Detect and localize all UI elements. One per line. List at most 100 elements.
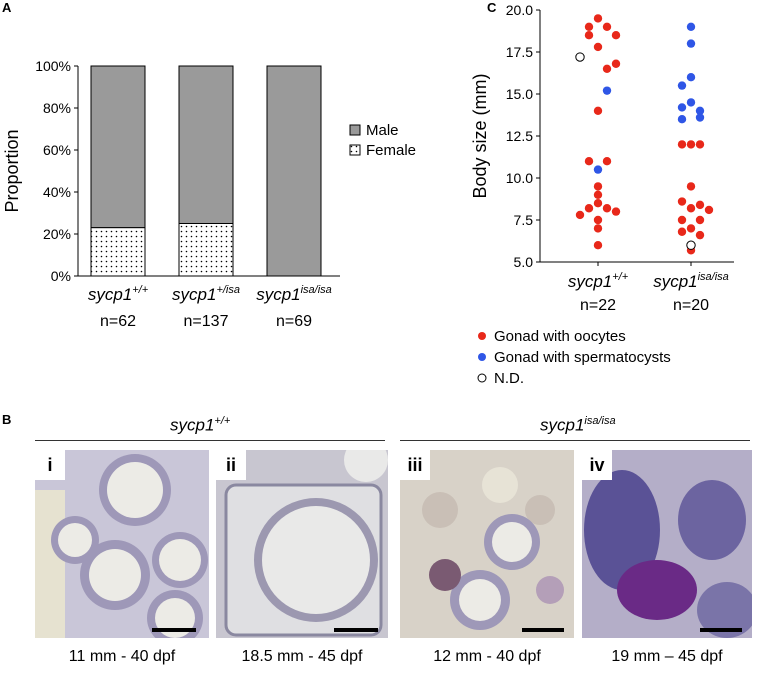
legend-marker [478,332,486,340]
y-tick-label: 60% [43,142,71,158]
y-axis-label: Proportion [2,129,22,212]
point-spermatocysts [686,22,696,31]
y-tick-label: 100% [35,58,71,74]
point-oocytes [602,22,612,31]
bar-male [178,65,234,224]
point-spermatocysts [593,165,603,174]
scale-bar [334,628,378,632]
y-tick-label: 10.0 [506,170,533,186]
sample-size-label: n=22 [580,297,616,314]
x-tick-label: sycp1+/isa [172,284,240,304]
point-oocytes [593,182,603,191]
bar-female [90,227,146,277]
y-tick-label: 20% [43,226,71,242]
point-oocytes [611,59,621,68]
point-oocytes [695,230,705,240]
point-oocytes [611,31,621,40]
point-oocytes [704,205,714,215]
point-oocytes [602,204,612,213]
point-oocytes [686,224,696,233]
x-tick-label: sycp1isa/isa [256,284,332,304]
header-mutant: sycp1isa/isa [540,415,616,435]
legend-label: Gonad with oocytes [494,328,626,345]
x-tick-label: sycp1+/+ [568,271,629,291]
point-oocytes [584,157,594,166]
y-tick-label: 15.0 [506,86,533,102]
legend-swatch-male [349,124,361,136]
micrograph-i-image [35,450,209,638]
header-wildtype: sycp1+/+ [170,415,231,435]
micrograph-iii-caption: 12 mm - 40 dpf [433,648,541,665]
legend-label-male: Male [366,122,399,139]
point-spermatocysts [686,39,696,48]
micrograph-iii-label: iii [400,450,430,480]
x-tick-label: sycp1isa/isa [653,271,729,291]
micrograph-ii: ii [216,450,388,638]
micrograph-i-label: i [35,450,65,480]
point-oocytes [593,42,603,52]
micrograph-iv-caption: 19 mm – 45 dpf [611,648,723,665]
point-oocytes [584,31,594,40]
micrograph-iv: iv [582,450,752,638]
point-oocytes [584,204,594,213]
point-oocytes [695,140,705,149]
point-oocytes [593,190,603,199]
chart-c-body-size: 5.0 7.5 10.0 12.5 15.0 17.5 20.0 Body size (mm)… [470,2,734,387]
point-oocytes [593,215,603,225]
point-spermatocysts [677,103,687,112]
legend-label-female: Female [366,142,416,159]
micrograph-ii-label: ii [216,450,246,480]
point-oocytes [593,241,603,250]
sample-size-label: n=69 [276,313,312,330]
point-oocytes [677,197,687,206]
sample-size-label: n=62 [100,313,136,330]
point-oocytes [602,64,612,74]
bar-male [266,65,322,277]
panel-label-c: C [487,0,497,15]
point-spermatocysts [677,81,687,90]
legend-label: N.D. [494,370,524,387]
chart-a-proportion: 0% 20% 40% 60% 80% 100% Proportion sycp1+/+ n=62… [2,58,416,330]
micrograph-iv-image [582,450,752,638]
scale-bar [522,628,564,632]
y-tick-label: 7.5 [514,212,534,228]
sample-size-label: n=137 [184,313,229,330]
panel-label-b: B [2,412,12,427]
point-spermatocysts [695,106,705,116]
micrograph-iv-label: iv [582,450,612,480]
point-oocytes [686,140,696,149]
point-oocytes [686,204,696,213]
point-oocytes [611,207,621,216]
y-tick-label: 12.5 [506,128,533,144]
legend-label: Gonad with spermatocysts [494,349,671,366]
micrograph-iii: iii [400,450,574,638]
point-oocytes [575,210,585,220]
y-tick-label: 40% [43,184,71,200]
point-oocytes [695,215,705,225]
legend-swatch-female [349,144,361,156]
header-mutant-line [400,440,750,441]
panel-label-a: A [2,0,12,15]
point-spermatocysts [686,73,696,82]
scale-bar [152,628,196,632]
legend-marker-nd [477,373,487,383]
micrograph-ii-caption: 18.5 mm - 45 dpf [241,648,363,665]
point-spermatocysts [602,86,612,95]
point-oocytes [584,22,594,31]
micrograph-i: i [35,450,209,638]
point-nd [686,240,696,250]
point-oocytes [677,140,687,149]
sample-size-label: n=20 [673,297,709,314]
point-spermatocysts [686,98,696,107]
point-nd [575,52,585,62]
point-oocytes [593,224,603,233]
y-axis-label: Body size (mm) [470,73,490,198]
y-tick-label: 20.0 [506,2,533,18]
point-oocytes [593,14,603,23]
y-tick-label: 17.5 [506,44,533,60]
legend-marker [478,353,486,361]
micrograph-i-caption: 11 mm - 40 dpf [68,648,176,665]
point-oocytes [602,157,612,166]
scale-bar [700,628,742,632]
point-oocytes [695,200,705,210]
